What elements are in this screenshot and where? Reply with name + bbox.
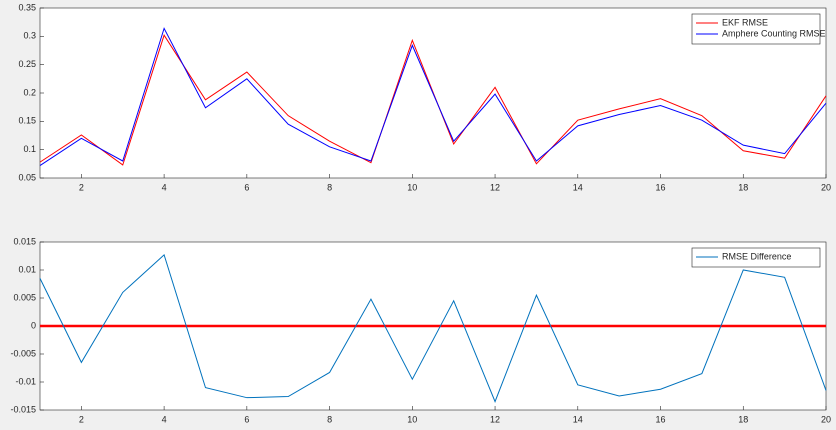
y-tick-label: 0.25 — [18, 59, 36, 69]
y-tick-label: 0 — [31, 320, 36, 330]
x-tick-label: 2 — [79, 414, 84, 424]
y-tick-label: 0.01 — [18, 264, 36, 274]
x-tick-label: 14 — [573, 182, 583, 192]
y-tick-label: 0.2 — [23, 87, 36, 97]
x-tick-label: 10 — [407, 182, 417, 192]
y-tick-label: 0.3 — [23, 31, 36, 41]
y-tick-label: -0.005 — [10, 348, 36, 358]
x-tick-label: 4 — [162, 182, 167, 192]
y-tick-label: 0.05 — [18, 172, 36, 182]
x-tick-label: 16 — [656, 414, 666, 424]
x-tick-label: 12 — [490, 182, 500, 192]
x-tick-label: 8 — [327, 414, 332, 424]
x-tick-label: 20 — [821, 182, 831, 192]
x-tick-label: 2 — [79, 182, 84, 192]
x-tick-label: 16 — [656, 182, 666, 192]
y-tick-label: 0.1 — [23, 144, 36, 154]
y-tick-label: 0.35 — [18, 2, 36, 12]
x-tick-label: 8 — [327, 182, 332, 192]
legend-label: RMSE Difference — [722, 251, 791, 261]
x-tick-label: 4 — [162, 414, 167, 424]
x-tick-label: 18 — [738, 182, 748, 192]
x-tick-label: 20 — [821, 414, 831, 424]
x-tick-label: 12 — [490, 414, 500, 424]
y-tick-label: 0.15 — [18, 116, 36, 126]
y-tick-label: -0.015 — [10, 404, 36, 414]
legend-box — [691, 247, 821, 268]
series-line — [39, 253, 827, 403]
x-tick-label: 6 — [244, 414, 249, 424]
legend-label: Amphere Counting RMSE — [722, 28, 826, 38]
x-tick-label: 14 — [573, 414, 583, 424]
y-tick-label: 0.015 — [13, 236, 36, 246]
legend-box — [691, 13, 821, 45]
legend-label: EKF RMSE — [722, 17, 768, 27]
x-tick-label: 18 — [738, 414, 748, 424]
x-tick-label: 10 — [407, 414, 417, 424]
y-tick-label: -0.01 — [15, 376, 36, 386]
series-line — [39, 27, 827, 166]
y-tick-label: 0.005 — [13, 292, 36, 302]
x-tick-label: 6 — [244, 182, 249, 192]
